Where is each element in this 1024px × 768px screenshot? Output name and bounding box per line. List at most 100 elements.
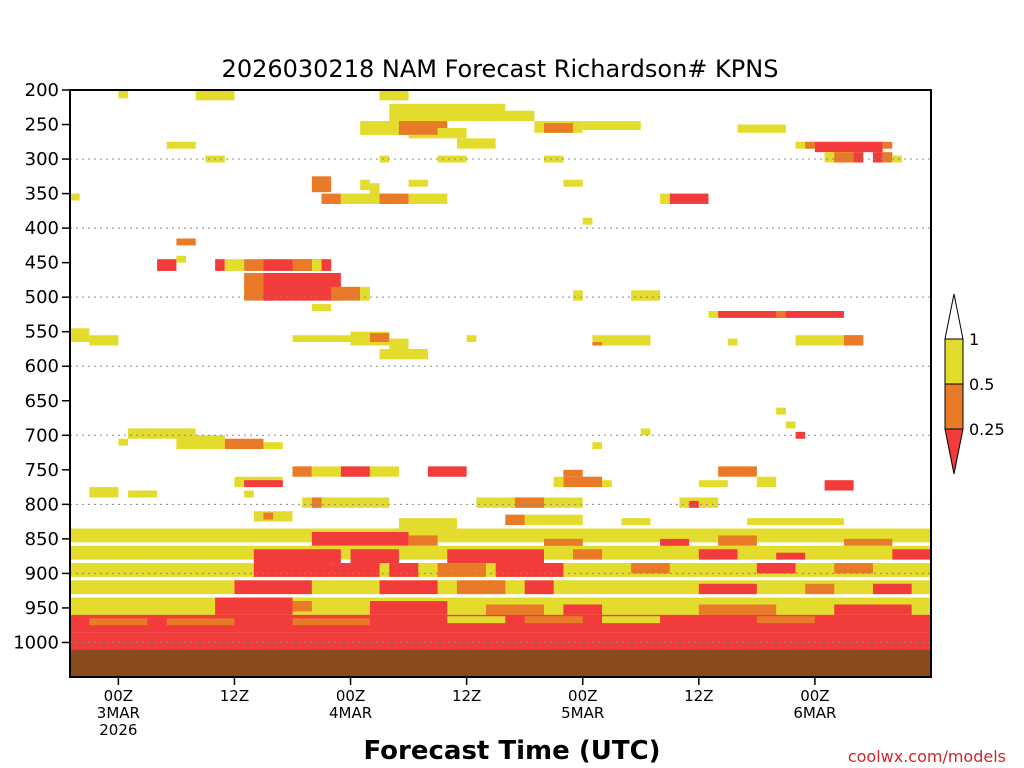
y-tick-label: 800 <box>25 494 59 515</box>
y-tick-label: 600 <box>25 356 59 377</box>
ri-cell <box>631 563 670 574</box>
ri-cell <box>882 152 893 163</box>
ri-cell <box>70 328 90 343</box>
x-tick-label: 00Z <box>568 687 597 705</box>
ri-cell <box>166 141 196 149</box>
ri-cell <box>292 618 370 626</box>
ri-cell <box>689 500 699 508</box>
ri-cell <box>708 310 719 318</box>
y-tick-label: 550 <box>25 322 59 343</box>
ri-cell <box>544 538 583 548</box>
ri-cell <box>669 193 709 204</box>
ri-cell <box>253 549 341 564</box>
ri-cell <box>882 141 893 149</box>
ri-cell <box>485 604 545 615</box>
ri-cell <box>582 121 641 131</box>
ri-cell <box>592 342 603 346</box>
ri-cell <box>524 616 583 624</box>
ri-cell <box>157 259 177 271</box>
ri-cell <box>563 469 583 477</box>
legend-lt025-triangle <box>944 428 964 475</box>
ri-cell <box>660 193 670 204</box>
ri-cell <box>244 480 283 488</box>
x-tick-label: 2026 <box>99 721 137 739</box>
ri-cell <box>408 193 448 204</box>
ri-cell <box>379 90 409 101</box>
ri-cell <box>776 552 806 560</box>
ri-cell <box>756 476 777 488</box>
ri-cell <box>544 123 574 133</box>
ri-cell <box>573 290 583 301</box>
heatmap-cells <box>70 90 932 650</box>
ri-cell <box>872 152 883 163</box>
ri-cell <box>70 528 931 543</box>
y-axis: 200 250 300 350 400 450 500 550 600 650 700 750 800 8… <box>13 80 70 653</box>
ri-cell <box>389 338 409 349</box>
chart-title: 2026030218 NAM Forecast Richardson# KPNS <box>222 55 779 83</box>
ri-cell <box>244 259 264 271</box>
ri-cell <box>292 601 312 612</box>
ri-cell <box>379 348 428 360</box>
ri-cell <box>437 155 467 163</box>
ri-cell <box>427 466 467 477</box>
ri-cell <box>379 193 409 204</box>
ri-cell <box>292 335 351 343</box>
ri-cell <box>631 290 661 301</box>
ri-cell <box>679 497 719 508</box>
x-tick-label: 00Z <box>336 687 365 705</box>
ri-cell <box>128 490 158 498</box>
ri-cell <box>456 138 496 149</box>
ri-cell <box>321 193 341 204</box>
y-tick-label: 300 <box>25 149 59 170</box>
ri-cell <box>311 497 322 508</box>
x-tick-label: 00Z <box>800 687 829 705</box>
ri-cell <box>331 563 380 577</box>
y-tick-label: 850 <box>25 529 59 550</box>
ri-cell <box>805 141 815 149</box>
y-tick-label: 900 <box>25 563 59 584</box>
ri-cell <box>515 497 545 508</box>
ri-cell <box>350 549 399 564</box>
ri-cell <box>776 310 786 318</box>
ri-cell <box>224 438 264 450</box>
legend-label: 0.25 <box>969 420 1005 439</box>
y-tick-label: 750 <box>25 460 59 481</box>
legend-swatch-lt05 <box>944 383 964 430</box>
ri-cell <box>389 103 506 122</box>
y-tick-label: 950 <box>25 598 59 619</box>
ri-cell <box>505 514 525 526</box>
ri-cell <box>795 335 864 346</box>
x-axis-label: Forecast Time (UTC) <box>363 736 660 766</box>
ri-cell <box>834 563 873 574</box>
legend-swatch-lt1 <box>944 338 964 385</box>
ri-cell <box>495 110 535 122</box>
ri-cell <box>263 512 274 520</box>
ri-cell <box>640 428 651 436</box>
ri-cell <box>805 583 835 595</box>
ri-cell <box>592 442 603 450</box>
ri-cell <box>176 435 225 450</box>
credit-text: coolwx.com/models <box>848 747 1006 766</box>
ri-cell <box>602 616 661 624</box>
y-tick-label: 250 <box>25 115 59 136</box>
ri-cell <box>89 618 148 626</box>
ri-cell <box>814 141 883 153</box>
ri-cell <box>369 333 390 343</box>
ri-cell <box>176 238 196 246</box>
ri-cell <box>379 580 438 595</box>
ri-cell <box>263 442 283 450</box>
ri-cell <box>795 431 806 439</box>
ri-cell <box>128 428 196 439</box>
ri-cell <box>89 335 119 346</box>
x-tick-label: 12Z <box>220 687 249 705</box>
ri-cell <box>70 632 931 650</box>
ri-cell <box>718 535 757 546</box>
ri-cell <box>785 310 844 318</box>
ri-cell <box>466 335 477 343</box>
ri-cell <box>369 601 448 615</box>
ri-cell <box>756 616 815 624</box>
ri-cell <box>727 338 738 346</box>
ri-cell <box>302 497 390 508</box>
ri-cell <box>408 134 438 139</box>
